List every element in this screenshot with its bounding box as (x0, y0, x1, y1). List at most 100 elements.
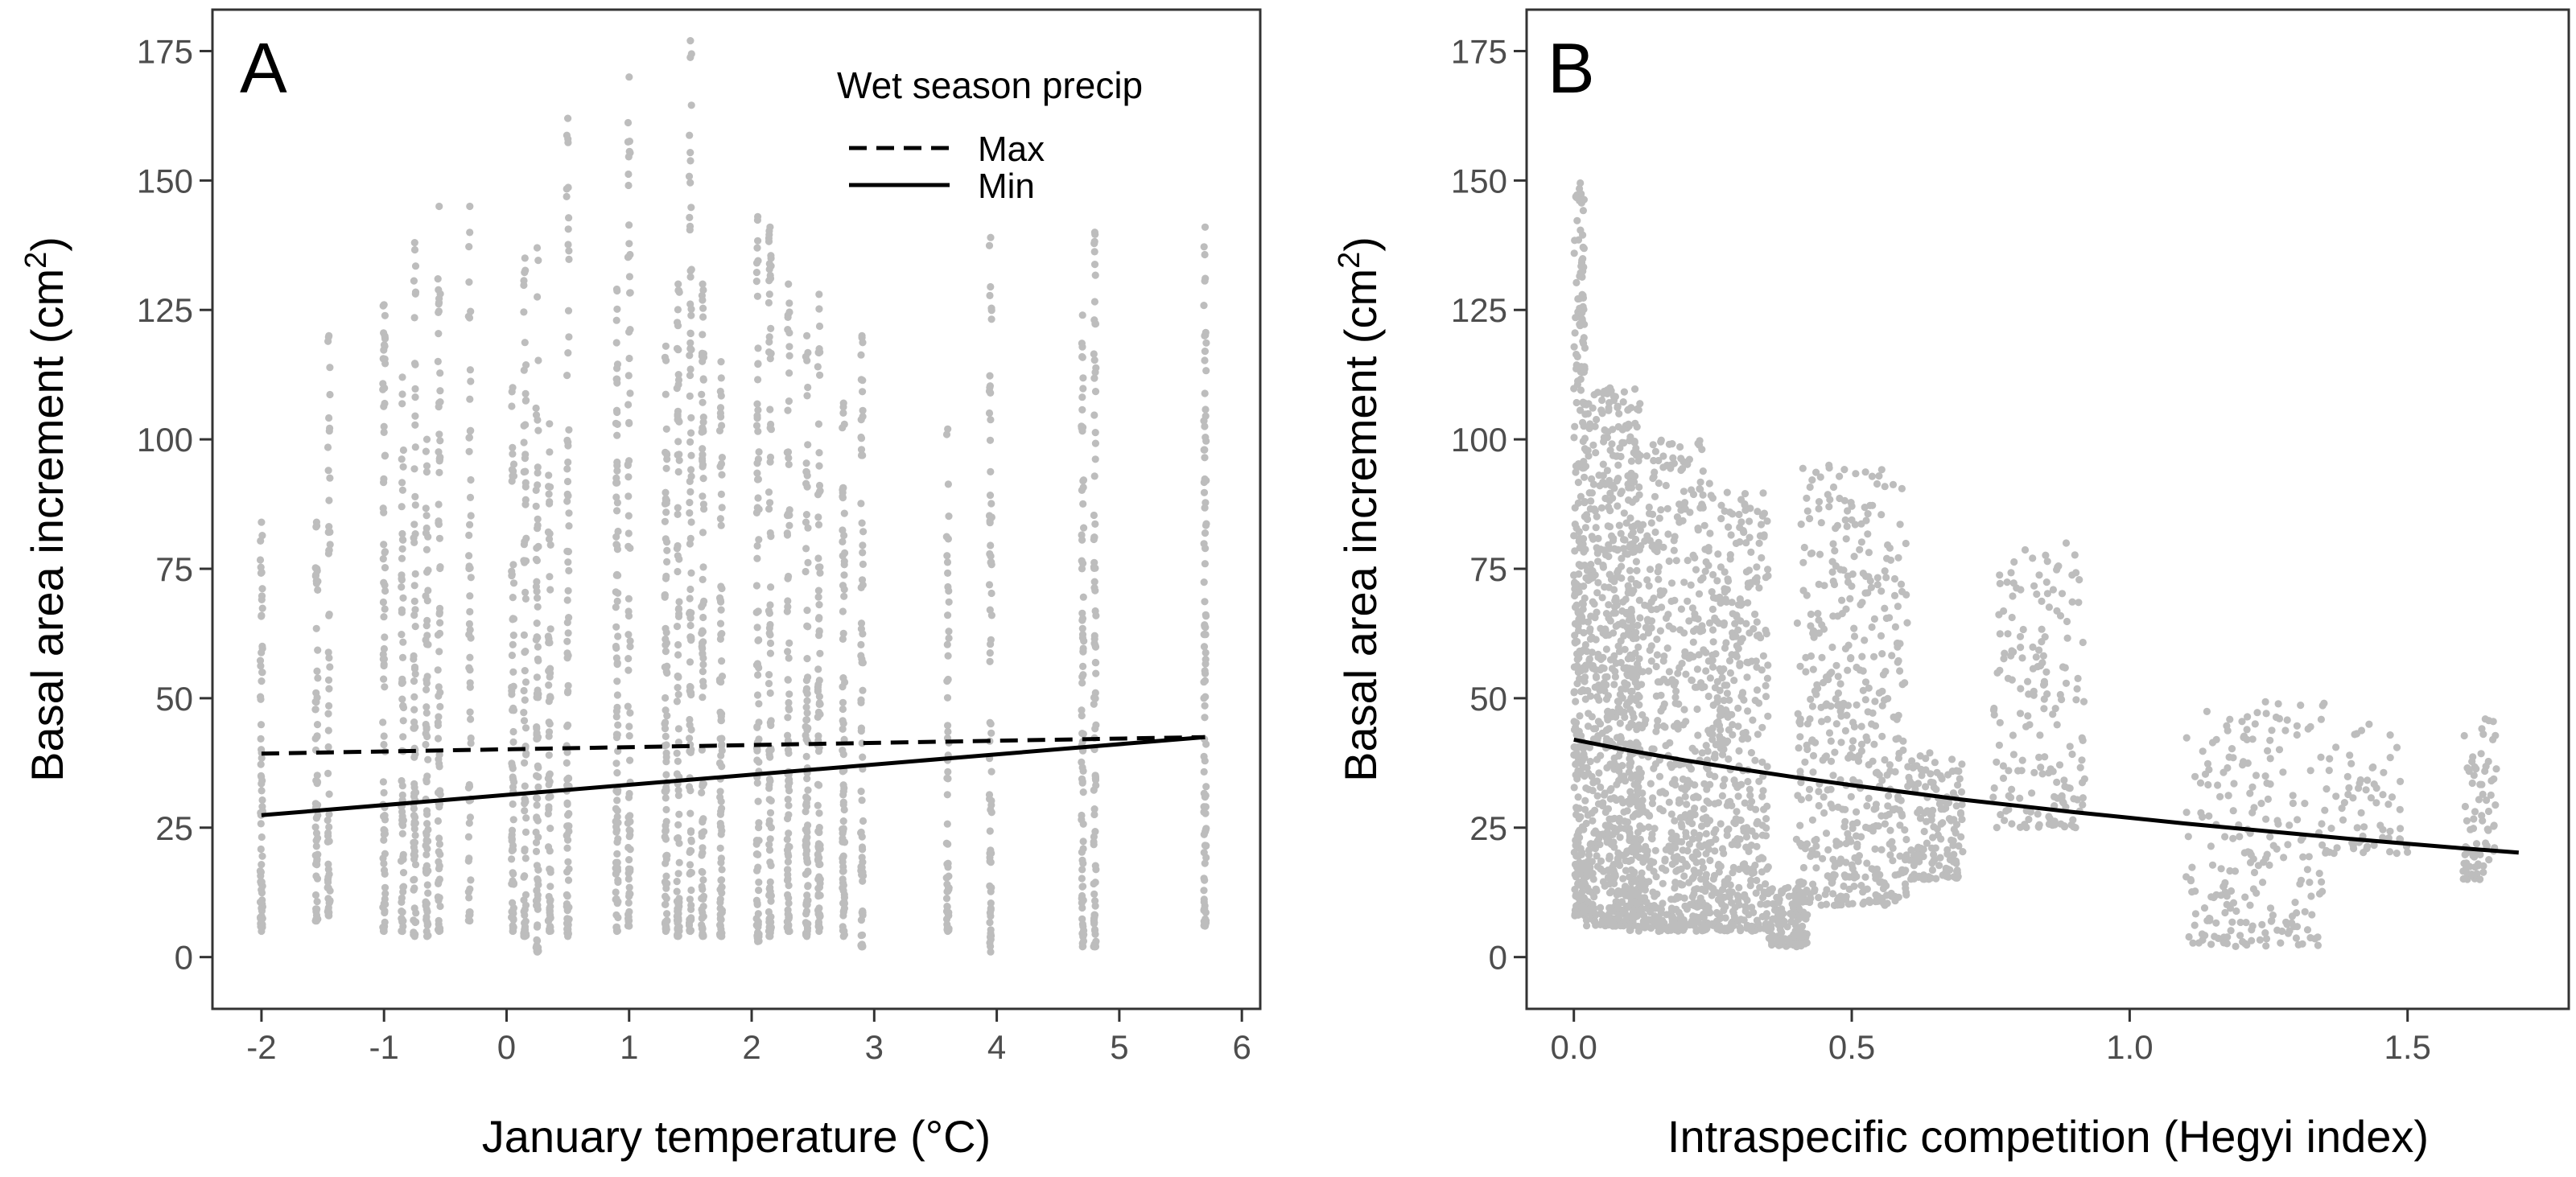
scatter-point (1200, 905, 1208, 914)
scatter-point (1744, 707, 1752, 715)
scatter-point (815, 305, 823, 313)
scatter-point (1611, 870, 1619, 879)
scatter-point (1730, 677, 1738, 685)
scatter-point (753, 691, 762, 699)
scatter-point (1752, 805, 1760, 813)
scatter-point (839, 488, 847, 497)
scatter-point (802, 685, 811, 693)
scatter-point (753, 747, 761, 755)
scatter-point (802, 752, 810, 761)
scatter-point (1655, 479, 1663, 488)
scatter-point (752, 259, 761, 267)
scatter-point (1201, 702, 1209, 710)
scatter-point (686, 372, 694, 380)
scatter-point (674, 416, 682, 424)
scatter-point (1611, 673, 1619, 681)
scatter-point (1669, 454, 1677, 462)
scatter-point (624, 372, 633, 380)
scatter-point (612, 623, 620, 631)
scatter-point (944, 652, 952, 660)
scatter-point (753, 779, 761, 787)
scatter-point (1593, 755, 1601, 763)
scatter-point (858, 796, 866, 805)
scatter-point (258, 612, 266, 620)
scatter-point (1596, 482, 1604, 490)
scatter-point (840, 904, 848, 912)
scatter-point (1672, 867, 1680, 875)
scatter-point (522, 814, 530, 822)
scatter-point (754, 344, 762, 352)
scatter-point (411, 421, 419, 429)
scatter-point (1625, 484, 1633, 492)
scatter-point (1078, 393, 1086, 401)
scatter-point (1593, 792, 1601, 800)
scatter-point (1200, 643, 1209, 651)
scatter-point (1652, 692, 1660, 700)
scatter-point (1698, 749, 1706, 757)
scatter-point (1587, 497, 1595, 505)
scatter-point (1803, 939, 1811, 947)
scatter-point (765, 290, 773, 298)
scatter-point (987, 467, 995, 476)
scatter-point (1610, 879, 1618, 887)
scatter-point (1720, 907, 1728, 915)
scatter-point (1699, 467, 1707, 475)
scatter-point (1730, 776, 1738, 784)
scatter-point (1578, 849, 1586, 857)
scatter-point (1691, 805, 1699, 813)
scatter-point (1694, 793, 1702, 801)
scatter-point (1605, 873, 1613, 881)
scatter-point (1574, 668, 1582, 677)
scatter-point (1680, 488, 1688, 496)
scatter-point (673, 698, 682, 706)
scatter-point (1638, 711, 1647, 719)
scatter-point (422, 545, 431, 554)
scatter-point (1753, 563, 1761, 571)
scatter-point (686, 222, 694, 230)
scatter-point (1589, 787, 1597, 795)
scatter-point (661, 742, 669, 750)
scatter-point (1628, 687, 1636, 696)
scatter-point (1574, 479, 1582, 487)
scatter-point (1719, 736, 1727, 744)
scatter-point (1665, 798, 1673, 806)
scatter-point (1585, 710, 1593, 718)
scatter-point (381, 918, 389, 926)
scatter-point (435, 517, 443, 525)
scatter-point (1791, 931, 1799, 939)
scatter-point (1756, 883, 1764, 891)
scatter-point (1735, 747, 1743, 755)
scatter-point (1091, 689, 1099, 697)
scatter-point (839, 717, 847, 725)
scatter-point (1202, 740, 1210, 748)
scatter-point (1591, 507, 1599, 515)
scatter-point (785, 639, 793, 648)
scatter-point (612, 316, 620, 324)
scatter-point (661, 900, 670, 908)
scatter-point (753, 244, 761, 252)
scatter-point (686, 687, 694, 695)
scatter-point (411, 623, 419, 631)
scatter-point (1706, 529, 1714, 537)
scatter-point (686, 926, 694, 934)
scatter-point (1201, 434, 1210, 442)
scatter-point (1621, 713, 1629, 722)
scatter-point (1662, 742, 1670, 750)
scatter-point (1629, 913, 1637, 921)
scatter-point (662, 342, 670, 350)
scatter-point (1734, 626, 1742, 634)
scatter-point (753, 469, 761, 477)
scatter-point (258, 861, 266, 869)
scatter-point (399, 536, 407, 544)
scatter-point (1641, 924, 1649, 932)
scatter-point (1722, 706, 1730, 714)
scatter-point (466, 653, 474, 661)
scatter-point (1684, 597, 1692, 605)
scatter-point (380, 675, 388, 683)
scatter-point (1758, 758, 1766, 767)
scatter-point (521, 467, 530, 475)
scatter-point (675, 598, 683, 606)
scatter-point (325, 702, 333, 710)
scatter-point (398, 545, 406, 553)
scatter-point (1704, 692, 1713, 701)
